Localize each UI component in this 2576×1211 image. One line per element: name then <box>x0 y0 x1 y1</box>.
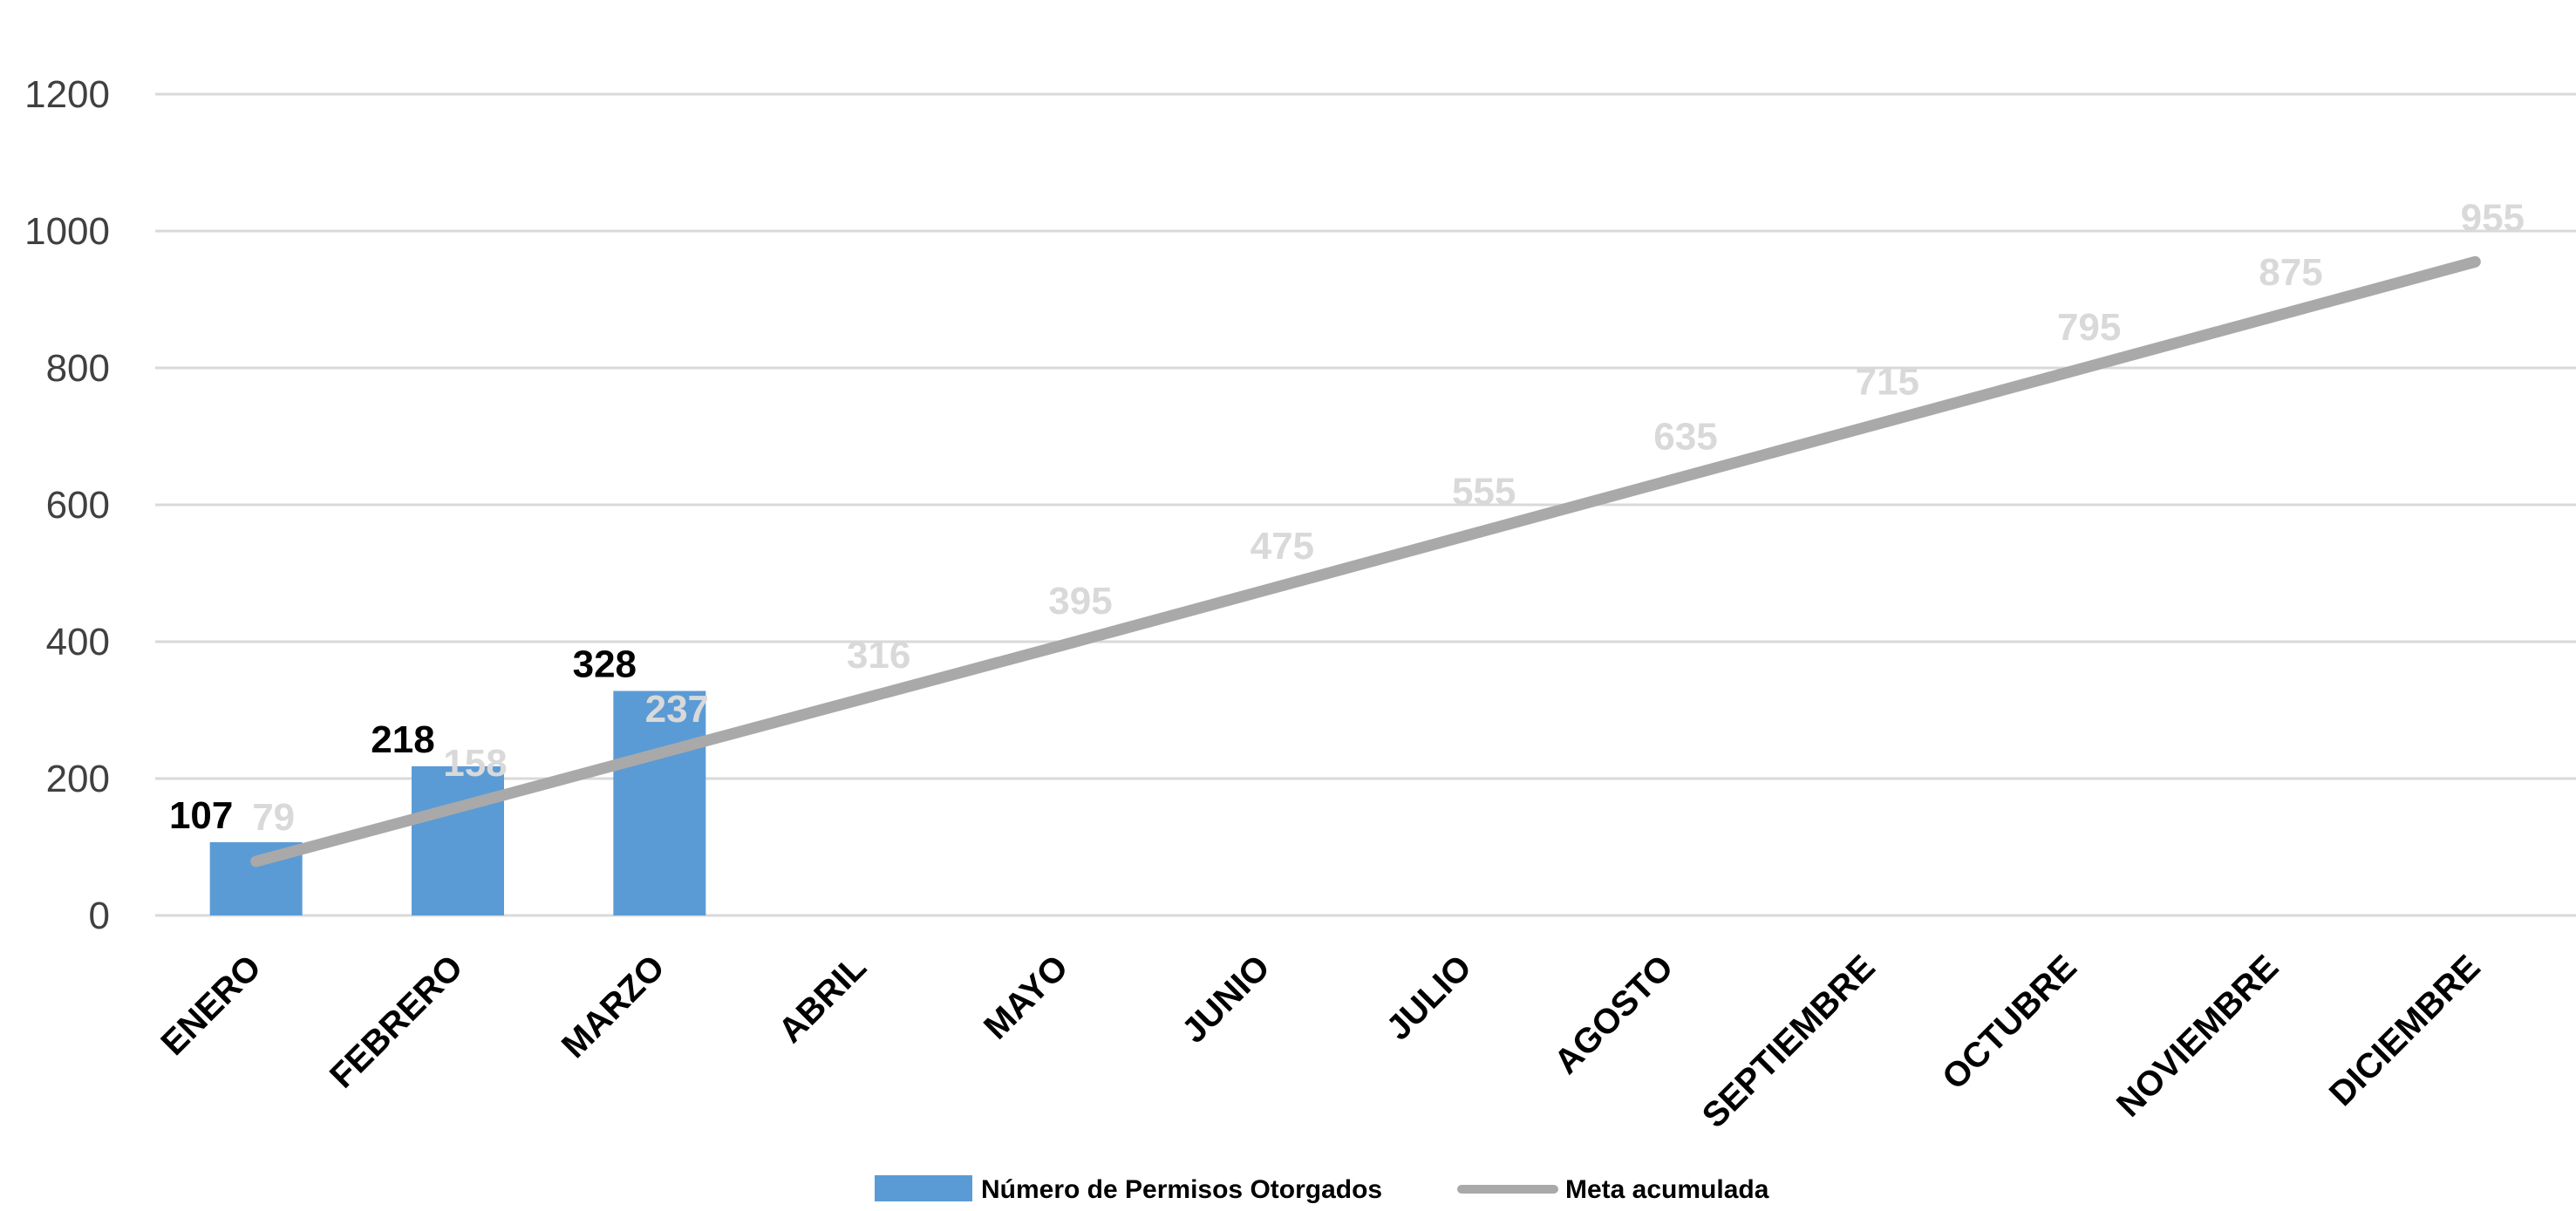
x-tick-label: DICIEMBRE <box>2322 948 2488 1113</box>
meta-acumulada-line <box>250 255 2481 867</box>
line-data-label: 555 <box>1452 470 1516 513</box>
line-data-label: 475 <box>1251 525 1314 568</box>
y-tick-label: 1000 <box>24 210 110 253</box>
line-data-label: 715 <box>1856 361 1919 404</box>
y-tick-label: 0 <box>89 895 110 937</box>
legend-swatch-permisos <box>875 1175 972 1201</box>
x-tick-label: ENERO <box>153 948 269 1063</box>
y-tick-label: 800 <box>46 347 110 390</box>
y-tick-label: 200 <box>46 758 110 800</box>
x-tick-label: MAYO <box>977 948 1075 1046</box>
x-tick-label: JUNIO <box>1175 948 1278 1051</box>
bar-marzo <box>613 691 706 915</box>
line-data-label: 316 <box>847 634 910 677</box>
legend-label-meta: Meta acumulada <box>1565 1175 1769 1204</box>
y-tick-label: 400 <box>46 621 110 663</box>
x-tick-label: FEBRERO <box>323 948 470 1095</box>
x-tick-label: AGOSTO <box>1547 948 1680 1081</box>
line-data-label: 795 <box>2057 306 2121 349</box>
line-data-label: 395 <box>1048 580 1112 623</box>
x-tick-label: NOVIEMBRE <box>2109 948 2286 1124</box>
bar-data-label: 218 <box>371 718 434 761</box>
line-data-label: 158 <box>443 742 507 785</box>
y-tick-label: 600 <box>46 484 110 527</box>
bar-data-label: 328 <box>573 643 637 686</box>
legend-label-permisos: Número de Permisos Otorgados <box>981 1175 1382 1204</box>
x-tick-label: ABRIL <box>771 948 874 1051</box>
y-tick-label: 1200 <box>24 73 110 116</box>
line-data-label: 955 <box>2461 196 2525 239</box>
x-tick-label: MARZO <box>555 948 672 1065</box>
line-data-label: 79 <box>252 796 295 839</box>
bar-data-label: 107 <box>169 794 233 837</box>
bar-febrero <box>412 765 504 915</box>
line-data-label: 237 <box>645 688 709 731</box>
x-tick-label: OCTUBRE <box>1935 948 2084 1097</box>
x-tick-label: SEPTIEMBRE <box>1695 948 1883 1135</box>
line-data-label: 875 <box>2259 251 2322 294</box>
x-tick-label: JULIO <box>1380 948 1479 1047</box>
line-data-label: 635 <box>1653 416 1717 459</box>
